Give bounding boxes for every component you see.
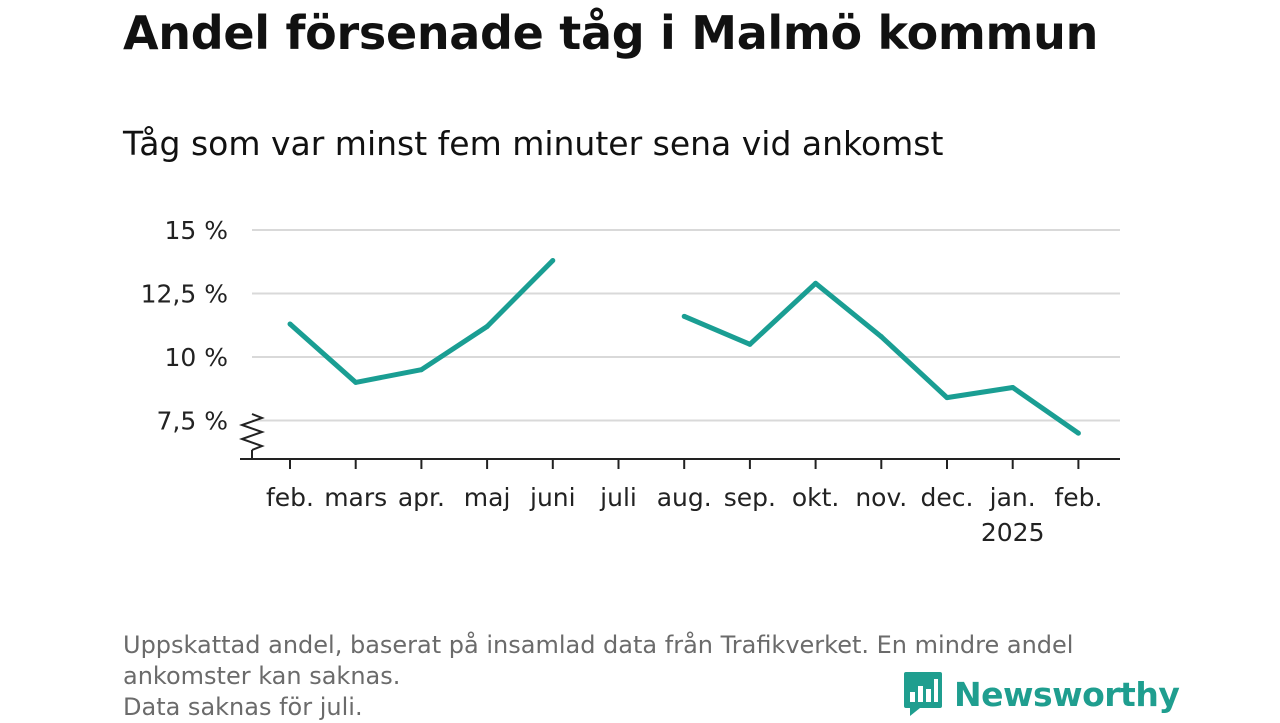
data-point (484, 324, 490, 330)
data-point (878, 334, 884, 340)
series-line (288, 258, 555, 385)
footnote-line: ankomster kan saknas. (123, 662, 401, 690)
logo-text: Newsworthy (954, 674, 1180, 714)
footnote-line: Data saknas för juli. (123, 693, 363, 721)
bar-chart-speech-bubble-icon (904, 672, 942, 716)
data-point (1010, 384, 1016, 390)
x-tick-label: nov. (855, 483, 907, 512)
data-point (944, 395, 950, 401)
newsworthy-logo: Newsworthy (902, 670, 1180, 718)
data-point (287, 321, 293, 327)
data-point (550, 257, 556, 263)
x-tick-label: jan. (989, 483, 1036, 512)
footnote: Uppskattad andel, baserat på insamlad da… (123, 630, 1163, 723)
x-tick-label: dec. (921, 483, 974, 512)
x-tick-label: aug. (657, 483, 712, 512)
series-line (683, 280, 1080, 436)
axis-break-icon (238, 413, 266, 451)
x-tick-label: maj (464, 483, 511, 512)
data-point (1075, 430, 1081, 436)
chart-subtitle: Tåg som var minst fem minuter sena vid a… (123, 124, 944, 163)
data-point (681, 313, 687, 319)
footnote-line: Uppskattad andel, baserat på insamlad da… (123, 631, 1074, 659)
data-point (353, 379, 359, 385)
line-chart: 7,5 % 10 % 12,5 % 15 % feb. mars apr. maj juni ju… (141, 216, 1120, 547)
x-tick-label: feb. (266, 483, 314, 512)
y-tick-label: 10 % (164, 343, 228, 372)
data-point (747, 341, 753, 347)
x-tick-label: feb. (1054, 483, 1102, 512)
x-tick-label: mars (324, 483, 387, 512)
y-tick-label: 15 % (164, 216, 228, 245)
x-tick-label: juli (599, 483, 637, 512)
data-point (813, 280, 819, 286)
x-tick-label: okt. (792, 483, 840, 512)
x-tick-label: juni (529, 483, 576, 512)
x-year-label: 2025 (981, 518, 1045, 547)
chart-title: Andel försenade tåg i Malmö kommun (123, 6, 1099, 60)
x-tick-label: sep. (724, 483, 776, 512)
x-tick-label: apr. (398, 483, 445, 512)
y-tick-label: 12,5 % (141, 280, 228, 309)
data-point (418, 367, 424, 373)
y-tick-label: 7,5 % (157, 407, 228, 436)
